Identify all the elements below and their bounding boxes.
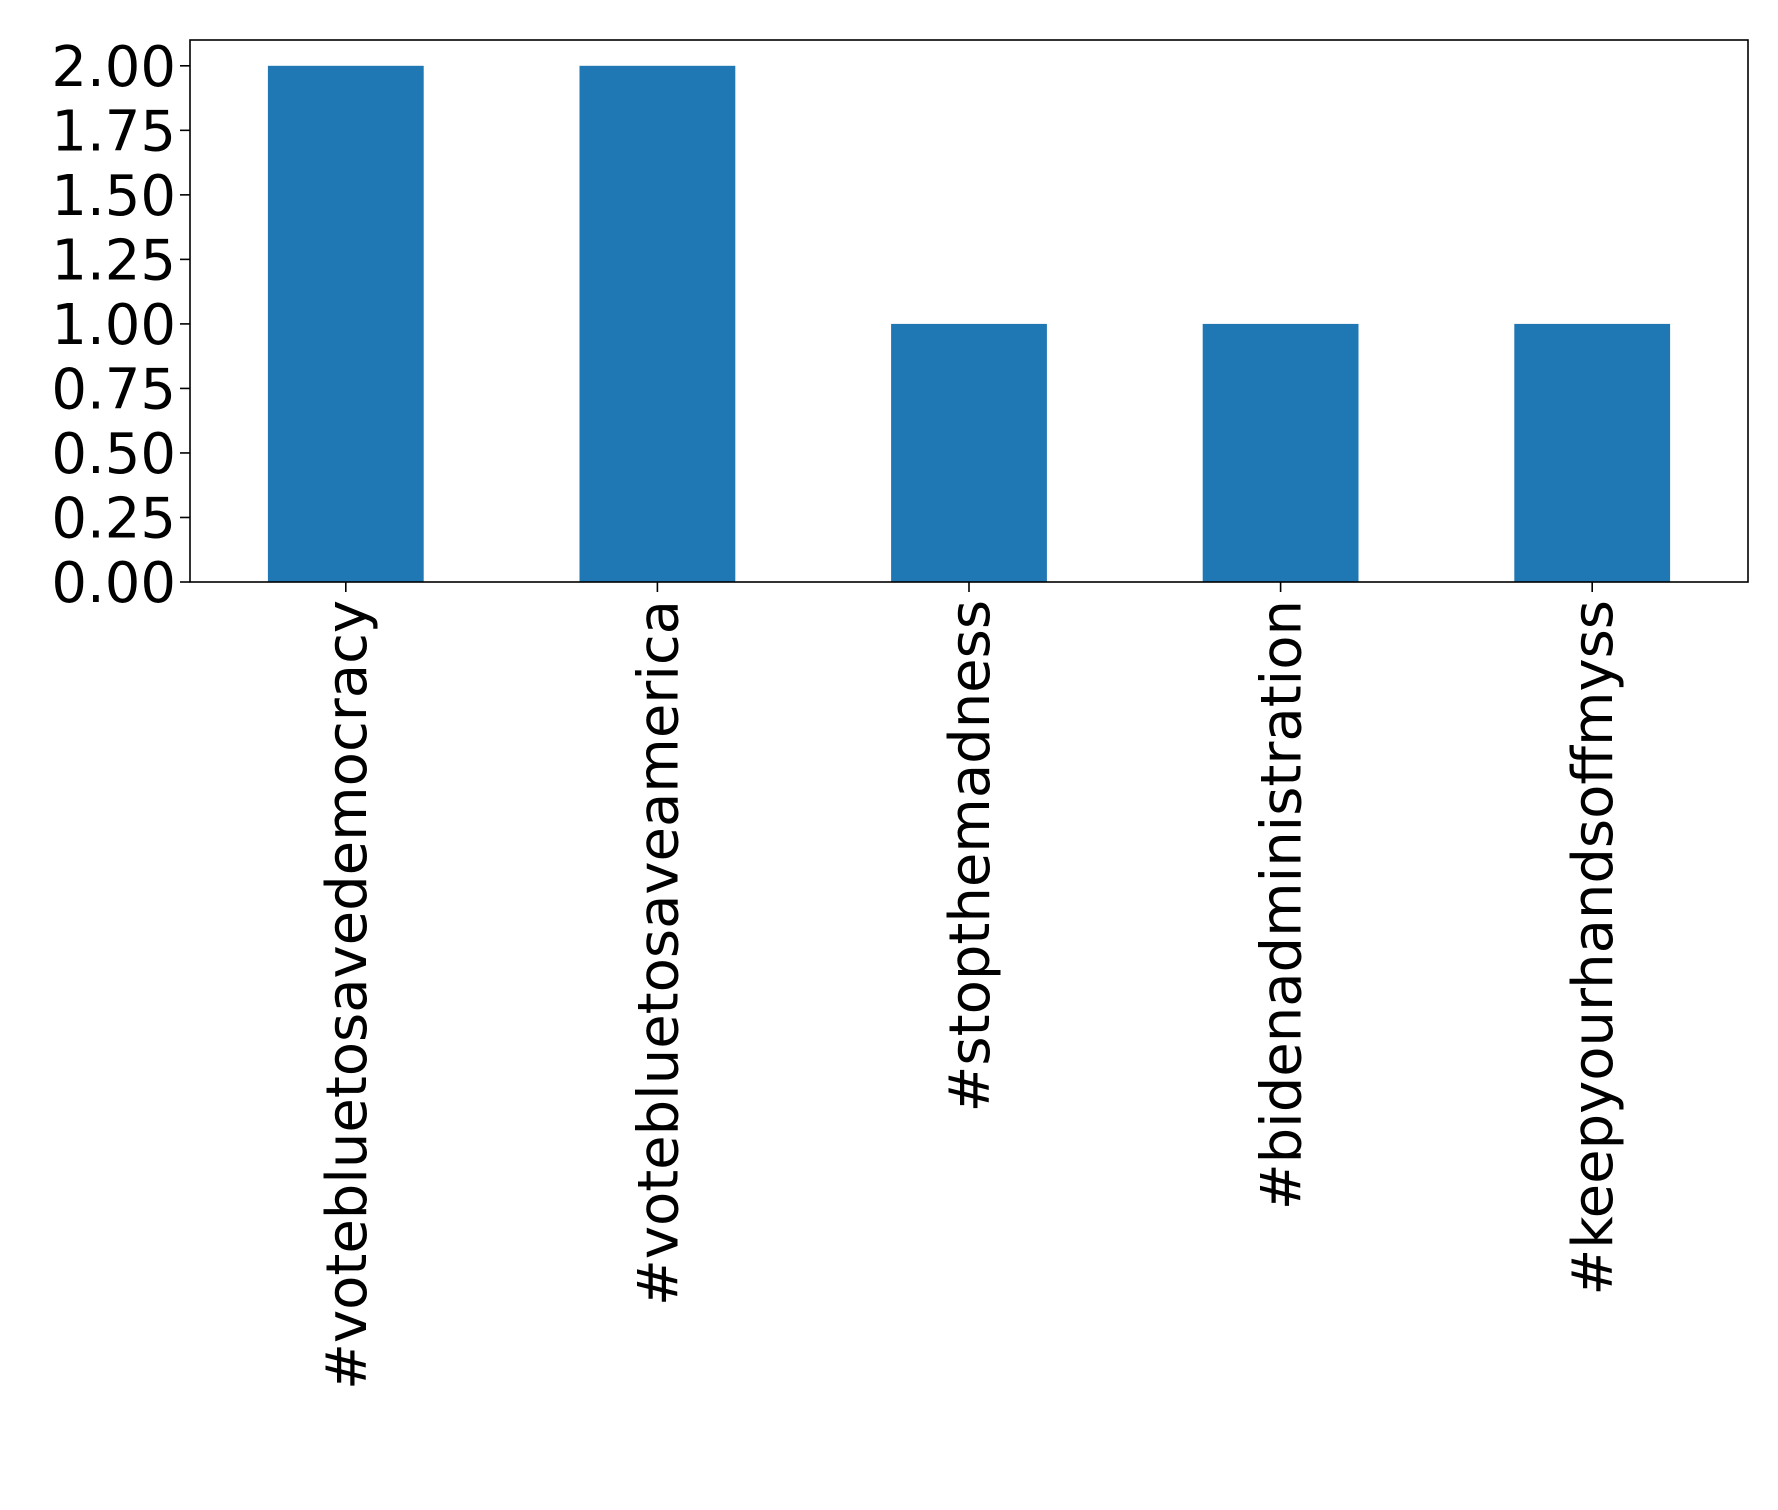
bar-4 — [1514, 323, 1671, 582]
bar-1 — [579, 65, 736, 583]
y-tick-label: 0.75 — [51, 357, 176, 422]
bar-3 — [1202, 323, 1359, 582]
x-tick-label: #votebluetosavedemocracy — [315, 600, 380, 1390]
x-tick-label: #keepyourhandsoffmyss — [1561, 600, 1626, 1296]
y-tick-label: 1.50 — [51, 164, 176, 229]
y-tick-label: 0.50 — [51, 422, 176, 487]
y-tick-label: 1.25 — [51, 228, 176, 293]
bar-0 — [267, 65, 424, 583]
bars-layer — [267, 65, 1671, 583]
bar-2 — [891, 323, 1047, 582]
y-tick-label: 2.00 — [51, 35, 176, 100]
y-tick-label: 1.00 — [51, 293, 176, 358]
y-axis: 0.000.250.500.751.001.251.501.752.00 — [51, 35, 190, 616]
y-tick-label: 0.00 — [51, 551, 176, 616]
x-tick-label: #bidenadministration — [1250, 600, 1315, 1210]
y-tick-label: 1.75 — [51, 99, 176, 164]
y-tick-label: 0.25 — [51, 486, 176, 551]
x-axis: #votebluetosavedemocracy #votebluetosavea… — [315, 582, 1626, 1390]
x-tick-label: #votebluetosaveamerica — [626, 600, 691, 1306]
x-tick-label: #stopthemadness — [938, 600, 1003, 1112]
